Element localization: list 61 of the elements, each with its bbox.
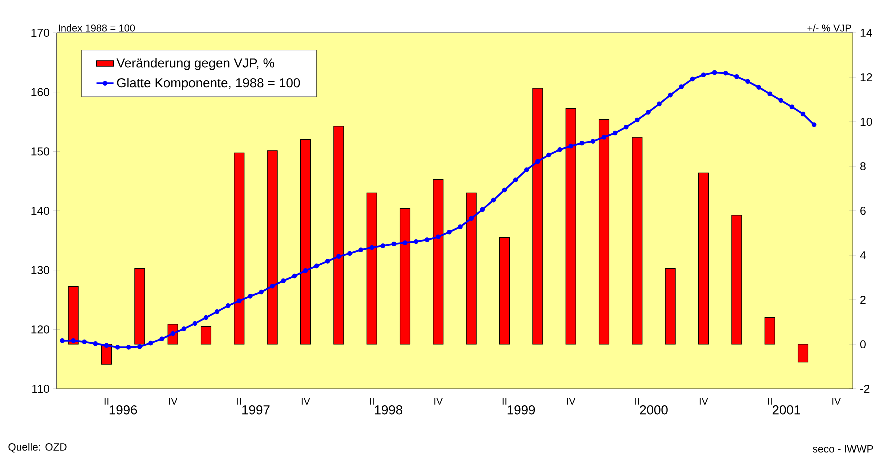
source-note: Quelle: OZD [8, 443, 67, 453]
bar [798, 344, 809, 363]
y2-tick-label: 14 [860, 29, 872, 37]
y-tick-label: 110 [32, 384, 50, 394]
bar [234, 152, 245, 345]
bar [366, 192, 378, 345]
bar [200, 326, 212, 345]
legend-label: Veränderung gegen VJP, % [116, 58, 274, 70]
y-tick-label: 150 [32, 148, 50, 156]
x-tick-label: II [768, 398, 772, 405]
bar [466, 192, 477, 345]
bar [764, 317, 776, 345]
y-tick-label: 170 [32, 28, 50, 38]
x-tick-label: II [238, 398, 242, 405]
x-tick-label: II [104, 398, 109, 405]
bar [68, 286, 79, 345]
x-tick-label: IV [434, 398, 444, 405]
x-tick-label: II [502, 398, 507, 405]
y-tick-label: 120 [32, 326, 50, 334]
bar [134, 268, 146, 345]
bar [532, 88, 544, 345]
y-tick-label: 160 [32, 88, 50, 96]
bar [300, 139, 312, 345]
y2-tick-label: 0 [860, 340, 866, 349]
bar [598, 119, 610, 345]
y2-tick-label: 12 [860, 73, 872, 82]
x-tick-label: IV [302, 398, 310, 405]
x2-tick-label: 1998 [375, 406, 403, 415]
y2-tick-label: 2 [860, 296, 866, 304]
y2-axis-title: +/- % VJP [808, 24, 852, 32]
x2-tick-label: 1999 [508, 406, 536, 415]
bar [267, 150, 278, 345]
x2-tick-label: 2001 [772, 406, 800, 415]
bar [433, 180, 444, 345]
text: seco - IWWP [813, 446, 874, 453]
y2-tick-label: 8 [860, 162, 866, 171]
bar [334, 126, 344, 345]
x-tick-label: II [370, 398, 374, 405]
x2-tick-label: 2000 [640, 406, 668, 415]
x2-tick-label: 1997 [242, 406, 270, 415]
y-tick-label: 130 [32, 266, 50, 274]
y2-tick-label: 6 [860, 206, 866, 216]
x-tick-label: IV [567, 398, 576, 405]
x-tick-label: II [636, 398, 640, 405]
y2-tick-label: -2 [860, 385, 870, 393]
bar [499, 237, 510, 345]
bar [698, 172, 710, 345]
y-axis-title: Index 1988 = 100 [59, 24, 136, 32]
bar [665, 268, 676, 345]
y-tick-label: 140 [32, 206, 50, 216]
x-tick-label: IV [169, 398, 178, 405]
bar [400, 208, 411, 345]
y2-tick-label: 4 [860, 252, 866, 260]
x2-tick-label: 1996 [110, 406, 138, 415]
y2-tick-label: 10 [860, 118, 872, 126]
x-tick-label: IV [832, 398, 842, 405]
bar [732, 215, 742, 345]
legend-label: Glatte Komponente, 1988 = 100 [117, 78, 300, 90]
bar [632, 137, 643, 345]
bar [566, 108, 576, 345]
x-tick-label: IV [700, 398, 708, 405]
